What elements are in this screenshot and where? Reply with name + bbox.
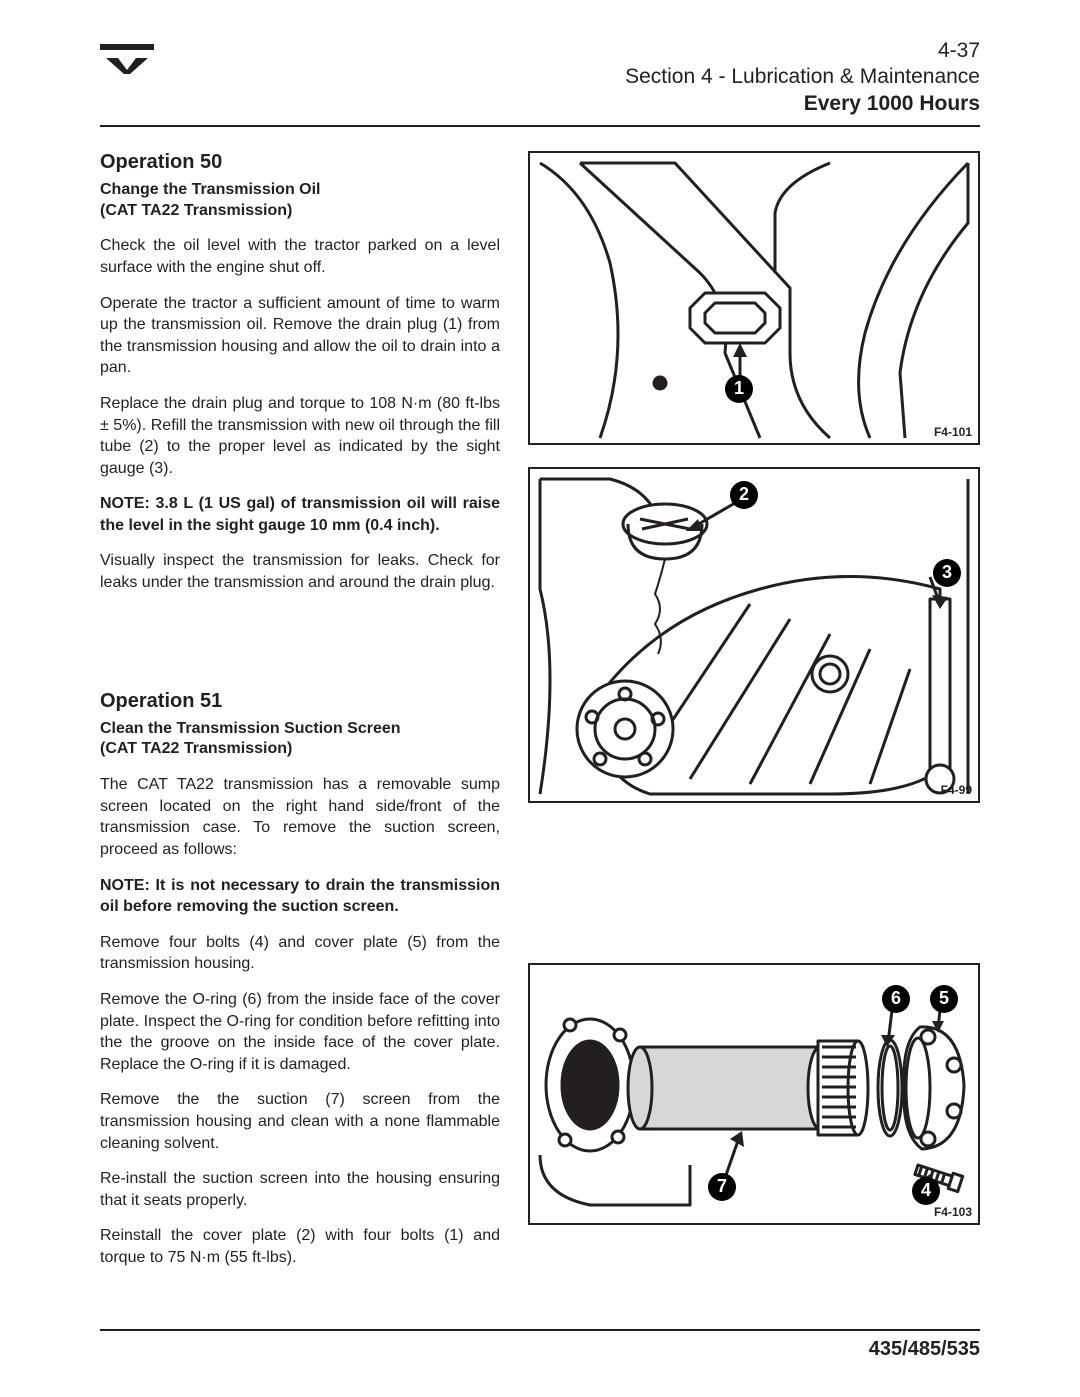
figure-label: F4-101 [934,425,972,439]
header-rule [100,125,980,127]
drain-plug-illustration-icon [530,153,978,443]
page-number: 4-37 [625,38,980,64]
callout-5: 5 [930,985,958,1013]
figure-label: F4-103 [934,1205,972,1219]
footer-rule [100,1329,980,1331]
callout-1: 1 [725,375,753,403]
callout-2: 2 [730,481,758,509]
op50-note: NOTE: 3.8 L (1 US gal) of transmission o… [100,493,500,536]
operation-50-heading: Operation 50 [100,151,500,174]
section-title: Section 4 - Lubrication & Maintenance [625,64,980,90]
brand-logo-icon [100,38,154,74]
callout-4: 4 [912,1177,940,1205]
op51-paragraph: The CAT TA22 transmission has a removabl… [100,774,500,860]
op50-sub-line2: (CAT TA22 Transmission) [100,201,500,222]
op51-note: NOTE: It is not necessary to drain the t… [100,875,500,918]
figure-f4-99: 2 3 F4-99 [528,467,980,803]
figure-column: 1 F4-101 [528,151,980,1283]
op51-paragraph: Remove four bolts (4) and cover plate (5… [100,932,500,975]
operation-51-heading: Operation 51 [100,690,500,713]
figure-f4-103: 6 5 7 4 F4-103 [528,963,980,1225]
footer-models: 435/485/535 [869,1338,980,1361]
spacer [100,608,500,690]
op51-sub-line2: (CAT TA22 Transmission) [100,739,500,760]
op50-paragraph: Visually inspect the transmission for le… [100,550,500,593]
op51-paragraph: Remove the O-ring (6) from the inside fa… [100,989,500,1075]
interval-title: Every 1000 Hours [625,91,980,117]
op51-paragraph: Re-install the suction screen into the h… [100,1168,500,1211]
page: 4-37 Section 4 - Lubrication & Maintenan… [0,0,1080,1397]
callout-3: 3 [933,559,961,587]
op51-paragraph: Remove the the suction (7) screen from t… [100,1089,500,1154]
callout-7: 7 [708,1173,736,1201]
header-row: 4-37 Section 4 - Lubrication & Maintenan… [100,38,980,117]
header-text: 4-37 Section 4 - Lubrication & Maintenan… [625,38,980,117]
content: Operation 50 Change the Transmission Oil… [100,151,980,1283]
text-column: Operation 50 Change the Transmission Oil… [100,151,500,1283]
op50-paragraph: Replace the drain plug and torque to 108… [100,393,500,479]
op50-paragraph: Check the oil level with the tractor par… [100,235,500,278]
operation-51-subtitle: Clean the Transmission Suction Screen (C… [100,719,500,761]
figure-label: F4-99 [941,783,972,797]
operation-50-subtitle: Change the Transmission Oil (CAT TA22 Tr… [100,180,500,222]
callout-6: 6 [882,985,910,1013]
op51-sub-line1: Clean the Transmission Suction Screen [100,719,500,740]
suction-screen-illustration-icon [530,965,978,1223]
fill-tube-illustration-icon [530,469,978,801]
spacer [528,825,980,941]
op50-paragraph: Operate the tractor a sufficient amount … [100,293,500,379]
figure-f4-101: 1 F4-101 [528,151,980,445]
op50-sub-line1: Change the Transmission Oil [100,180,500,201]
op51-paragraph: Reinstall the cover plate (2) with four … [100,1225,500,1268]
